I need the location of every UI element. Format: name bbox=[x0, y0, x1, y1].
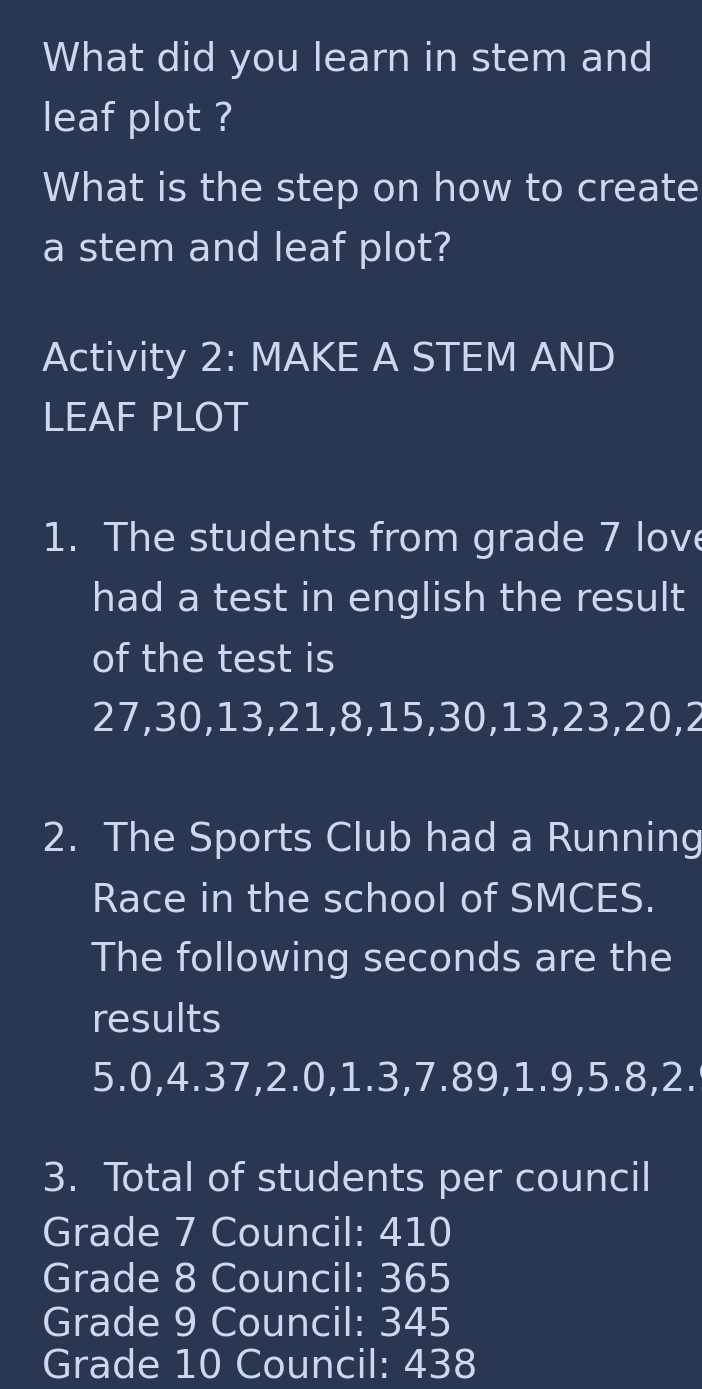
Text: had a test in english the result: had a test in english the result bbox=[42, 581, 685, 619]
Text: a stem and leaf plot?: a stem and leaf plot? bbox=[42, 231, 453, 269]
Text: Grade 7 Council: 410: Grade 7 Council: 410 bbox=[42, 1215, 453, 1254]
Text: LEAF PLOT: LEAF PLOT bbox=[42, 401, 248, 439]
Text: Grade 10 Council: 438: Grade 10 Council: 438 bbox=[42, 1347, 477, 1386]
Text: results: results bbox=[42, 1001, 222, 1039]
Text: 2.  The Sports Club had a Running: 2. The Sports Club had a Running bbox=[42, 821, 702, 858]
Text: 5.0,4.37,2.0,1.3,7.89,1.9,5.8,2.9,: 5.0,4.37,2.0,1.3,7.89,1.9,5.8,2.9, bbox=[42, 1061, 702, 1099]
Text: What is the step on how to create: What is the step on how to create bbox=[42, 171, 700, 208]
Text: 3.  Total of students per council: 3. Total of students per council bbox=[42, 1161, 651, 1199]
Text: 27,30,13,21,8,15,30,13,23,20,27: 27,30,13,21,8,15,30,13,23,20,27 bbox=[42, 701, 702, 739]
Text: Race in the school of SMCES.: Race in the school of SMCES. bbox=[42, 881, 656, 920]
Text: leaf plot ?: leaf plot ? bbox=[42, 101, 234, 139]
Text: What did you learn in stem and: What did you learn in stem and bbox=[42, 42, 654, 79]
Text: Grade 9 Council: 345: Grade 9 Council: 345 bbox=[42, 1306, 453, 1345]
Text: 1.  The students from grade 7 love: 1. The students from grade 7 love bbox=[42, 521, 702, 558]
Text: Activity 2: MAKE A STEM AND: Activity 2: MAKE A STEM AND bbox=[42, 342, 616, 379]
Text: The following seconds are the: The following seconds are the bbox=[42, 940, 673, 979]
Text: of the test is: of the test is bbox=[42, 640, 336, 679]
Text: Grade 8 Council: 365: Grade 8 Council: 365 bbox=[42, 1261, 453, 1299]
